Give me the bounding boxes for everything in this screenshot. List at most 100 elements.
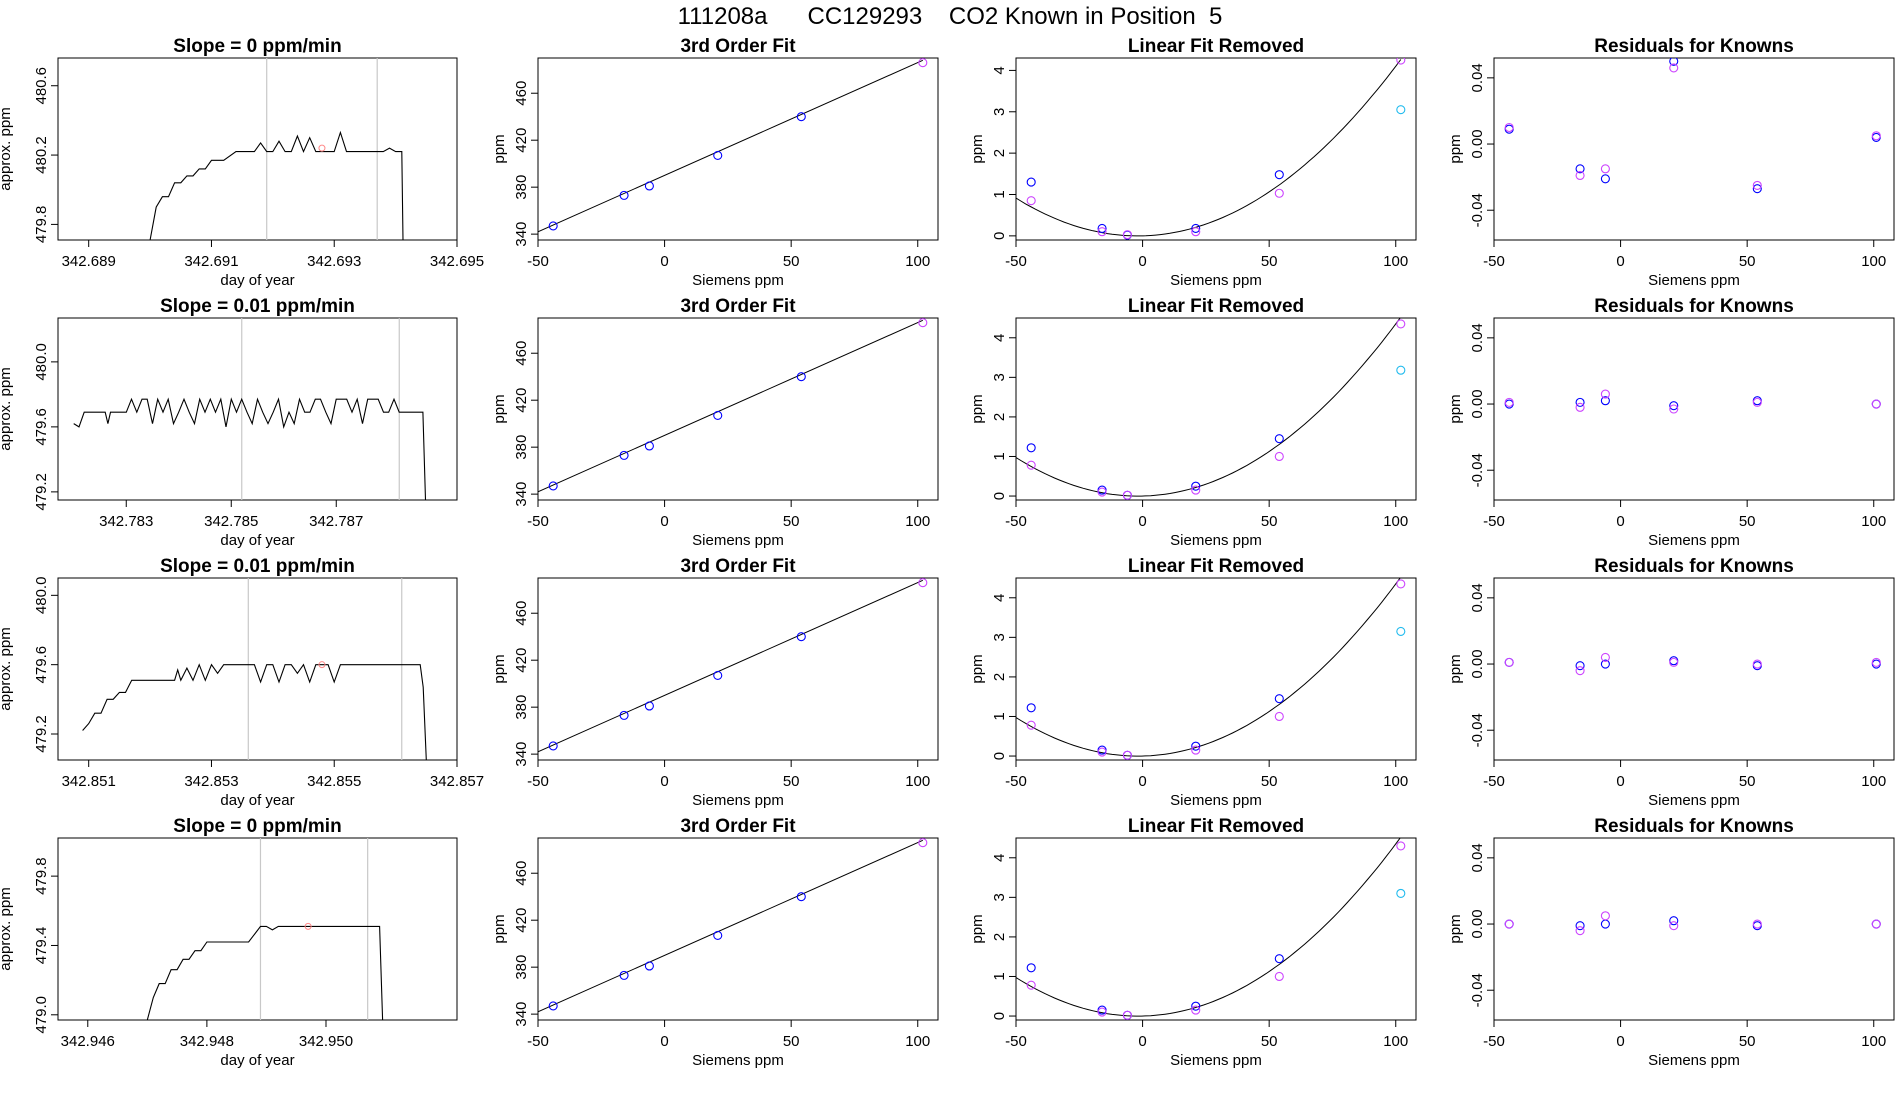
y-tick-label: 380 — [513, 435, 530, 460]
x-tick-label: 342.946 — [61, 1033, 115, 1050]
x-tick-label: 342.855 — [307, 773, 361, 790]
x-tick-label: -50 — [1483, 253, 1505, 270]
y-tick-label: 479.4 — [33, 927, 50, 965]
data-point — [1097, 223, 1107, 233]
data-point — [1669, 401, 1679, 411]
data-point — [1504, 122, 1514, 133]
data-point — [1191, 745, 1201, 755]
x-tick-label: -50 — [1483, 513, 1505, 530]
trace-line — [146, 925, 384, 1020]
y-tick-label: 380 — [513, 175, 530, 200]
panel-r4-c2 — [531, 837, 939, 1027]
y-tick-label: 0.00 — [1469, 389, 1486, 418]
trace-line — [149, 130, 404, 240]
data-point — [1396, 888, 1406, 898]
data-point — [1752, 659, 1762, 669]
plot-area — [538, 578, 928, 753]
data-point — [1122, 750, 1132, 760]
x-tick-label: 100 — [1383, 773, 1408, 790]
data-point — [1274, 971, 1284, 982]
data-point — [1871, 657, 1881, 667]
y-tick-label: 480.0 — [33, 577, 50, 615]
y-tick-label: 480.2 — [33, 136, 50, 174]
y-axis-label: ppm — [491, 134, 508, 163]
data-point — [1274, 434, 1284, 444]
y-tick-label: 0 — [991, 1012, 1008, 1020]
y-tick-label: 0.04 — [1469, 323, 1486, 352]
data-point — [1575, 402, 1585, 412]
panel-r2-c3 — [1009, 317, 1417, 507]
plot-area — [538, 318, 928, 493]
data-point — [918, 838, 928, 848]
x-axis-label: day of year — [220, 1052, 294, 1069]
data-point — [1191, 223, 1201, 233]
data-point — [1191, 1005, 1201, 1015]
y-tick-label: 0.00 — [1469, 909, 1486, 938]
data-point — [1575, 397, 1585, 407]
y-tick-label: 2 — [991, 413, 1008, 421]
data-point — [1122, 230, 1132, 240]
data-point — [1097, 487, 1107, 497]
data-point — [1396, 365, 1406, 375]
data-point — [1504, 397, 1514, 407]
y-tick-label: 1 — [991, 190, 1008, 198]
x-tick-label: 100 — [905, 1033, 930, 1050]
plot-frame — [1015, 837, 1417, 1021]
x-tick-label: 100 — [1383, 253, 1408, 270]
data-point — [1274, 451, 1284, 462]
data-point — [918, 318, 928, 328]
y-tick-label: 420 — [513, 388, 530, 413]
y-tick-label: 480.0 — [33, 343, 50, 381]
data-point — [1669, 657, 1679, 667]
y-tick-label: 0.00 — [1469, 129, 1486, 158]
x-tick-label: -50 — [527, 253, 549, 270]
data-point — [1669, 63, 1679, 73]
x-tick-label: 50 — [1261, 253, 1278, 270]
panel-r2-c1 — [51, 317, 458, 507]
y-tick-label: 0.04 — [1469, 843, 1486, 872]
data-point — [1274, 188, 1284, 198]
plot-area — [1016, 578, 1406, 760]
data-point — [1274, 170, 1284, 180]
plot-frame — [1493, 577, 1895, 761]
data-point — [1600, 389, 1610, 399]
y-tick-label: 340 — [513, 742, 530, 767]
data-point — [1669, 404, 1679, 414]
x-tick-label: 0 — [1138, 1033, 1146, 1050]
y-tick-label: 1 — [991, 972, 1008, 980]
x-tick-label: 50 — [783, 773, 800, 790]
y-tick-label: 0 — [991, 752, 1008, 760]
data-point — [1026, 177, 1036, 187]
x-tick-label: 0 — [1616, 253, 1624, 270]
x-tick-label: 100 — [1861, 773, 1886, 790]
plot-area — [73, 318, 427, 500]
panel-r1-c3 — [1009, 57, 1417, 247]
panel-r4-c4 — [1487, 837, 1895, 1027]
x-axis-label: Siemens ppm — [692, 1052, 784, 1069]
data-point — [918, 578, 928, 588]
mean-marker — [304, 922, 312, 930]
y-axis-label: ppm — [969, 654, 986, 683]
data-point — [1026, 703, 1036, 713]
x-axis-label: Siemens ppm — [1170, 1052, 1262, 1069]
panel-r4-c3 — [1009, 837, 1417, 1027]
plot-area — [82, 578, 427, 760]
panel-title: Residuals for Knowns — [1594, 816, 1794, 837]
x-tick-label: 0 — [660, 253, 668, 270]
y-tick-label: 479.0 — [33, 996, 50, 1034]
y-tick-label: 479.2 — [33, 473, 50, 511]
plot-frame — [1493, 837, 1895, 1021]
y-tick-label: 460 — [513, 341, 530, 366]
y-tick-label: 420 — [513, 908, 530, 933]
data-point — [1396, 105, 1406, 115]
plot-frame — [57, 837, 458, 1021]
x-axis-label: Siemens ppm — [1648, 1052, 1740, 1069]
data-point — [1274, 954, 1284, 964]
data-point — [1097, 1007, 1107, 1017]
data-point — [1752, 180, 1762, 190]
y-tick-label: 1 — [991, 712, 1008, 720]
x-tick-label: 0 — [1616, 513, 1624, 530]
x-axis-label: Siemens ppm — [692, 532, 784, 549]
plot-frame — [537, 577, 939, 761]
